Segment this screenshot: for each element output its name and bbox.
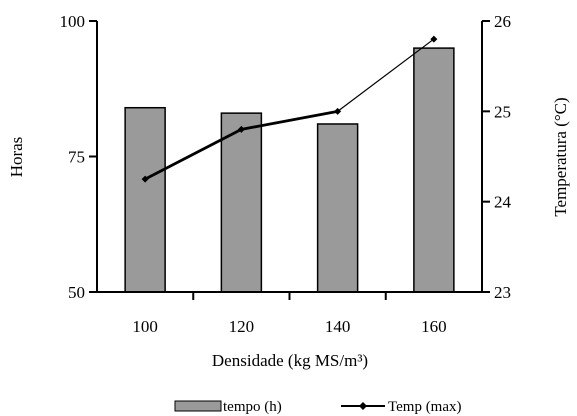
legend-line-marker <box>359 402 367 410</box>
legend-line-label: Temp (max) <box>388 399 462 415</box>
line-point-160 <box>430 35 438 43</box>
y-tick-label: 50 <box>68 283 85 302</box>
x-tick-label: 120 <box>229 317 255 336</box>
x-tick-label: 160 <box>421 317 447 336</box>
y-tick-label: 75 <box>68 148 85 167</box>
bar-160 <box>413 47 455 293</box>
y2-axis-title: Temperatura (°C) <box>551 97 570 216</box>
legend-bar-label: tempo (h) <box>223 399 282 415</box>
line-segment <box>144 128 243 181</box>
ticks-layer: 50 75 100 23 24 25 26 100 120 140 160 <box>60 12 512 336</box>
bar-120 <box>220 112 263 293</box>
bars-layer <box>124 47 455 293</box>
y2-tick-label: 23 <box>494 283 511 302</box>
line-segment <box>241 109 338 131</box>
line-point-140 <box>334 107 342 115</box>
x-tick-label: 140 <box>325 317 351 336</box>
line-point-100 <box>141 175 149 183</box>
line-segment <box>337 38 435 112</box>
y-axis-title: Horas <box>7 137 26 178</box>
y2-tick-label: 26 <box>494 12 511 31</box>
bar-140 <box>316 123 359 293</box>
legend-bar-swatch <box>174 400 222 412</box>
line-point-120 <box>237 125 245 133</box>
bar-100 <box>124 106 166 293</box>
y-tick-label: 100 <box>60 12 86 31</box>
line-series-layer <box>141 35 438 183</box>
y2-tick-label: 24 <box>494 193 512 212</box>
y2-tick-label: 25 <box>494 102 511 121</box>
legend: tempo (h) Temp (max) <box>174 399 462 415</box>
x-axis-title: Densidade (kg MS/m³) <box>212 351 368 370</box>
x-tick-label: 100 <box>132 317 158 336</box>
